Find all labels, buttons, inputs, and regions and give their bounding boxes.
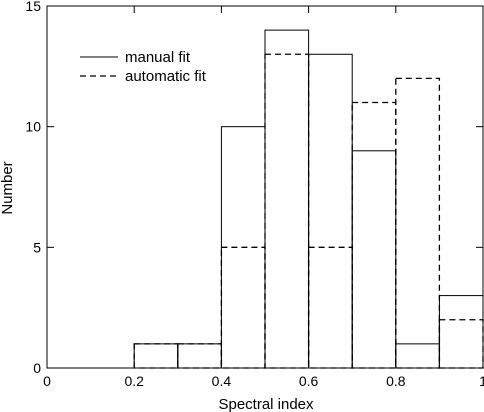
- legend-label-manual-fit: manual fit: [125, 49, 191, 66]
- legend: manual fit automatic fit: [80, 49, 207, 85]
- y-tick-label: 15: [25, 0, 41, 14]
- bar-manual-fit: [177, 343, 222, 369]
- bar-automatic-fit: [351, 101, 397, 369]
- x-tick-label: 0.2: [124, 373, 144, 389]
- x-axis-label: Spectral index: [218, 396, 314, 412]
- bar-automatic-fit: [220, 246, 266, 369]
- bar-automatic-fit: [264, 53, 310, 369]
- y-tick-label: 0: [33, 360, 41, 376]
- bar-automatic-fit: [177, 343, 223, 369]
- y-axis-label: Number: [0, 161, 16, 214]
- x-tick-label: 0.6: [299, 373, 319, 389]
- legend-label-automatic-fit: automatic fit: [125, 68, 207, 85]
- x-tick-label: 1: [479, 373, 484, 389]
- histogram-bars: [133, 29, 484, 369]
- bar-manual-fit: [395, 343, 440, 369]
- y-tick-label: 10: [25, 119, 41, 135]
- bar-automatic-fit: [395, 77, 441, 369]
- bar-manual-fit: [264, 29, 310, 369]
- bar-automatic-fit: [438, 319, 484, 369]
- bar-manual-fit: [438, 295, 484, 369]
- bar-manual-fit: [308, 53, 353, 369]
- x-tick-label: 0.8: [386, 373, 406, 389]
- bar-automatic-fit: [307, 246, 353, 369]
- bar-manual-fit: [133, 343, 179, 369]
- bar-automatic-fit: [133, 343, 179, 369]
- bar-manual-fit: [351, 150, 397, 369]
- x-tick-label: 0.4: [212, 373, 232, 389]
- x-tick-label: 0: [43, 373, 51, 389]
- y-tick-label: 5: [33, 239, 41, 255]
